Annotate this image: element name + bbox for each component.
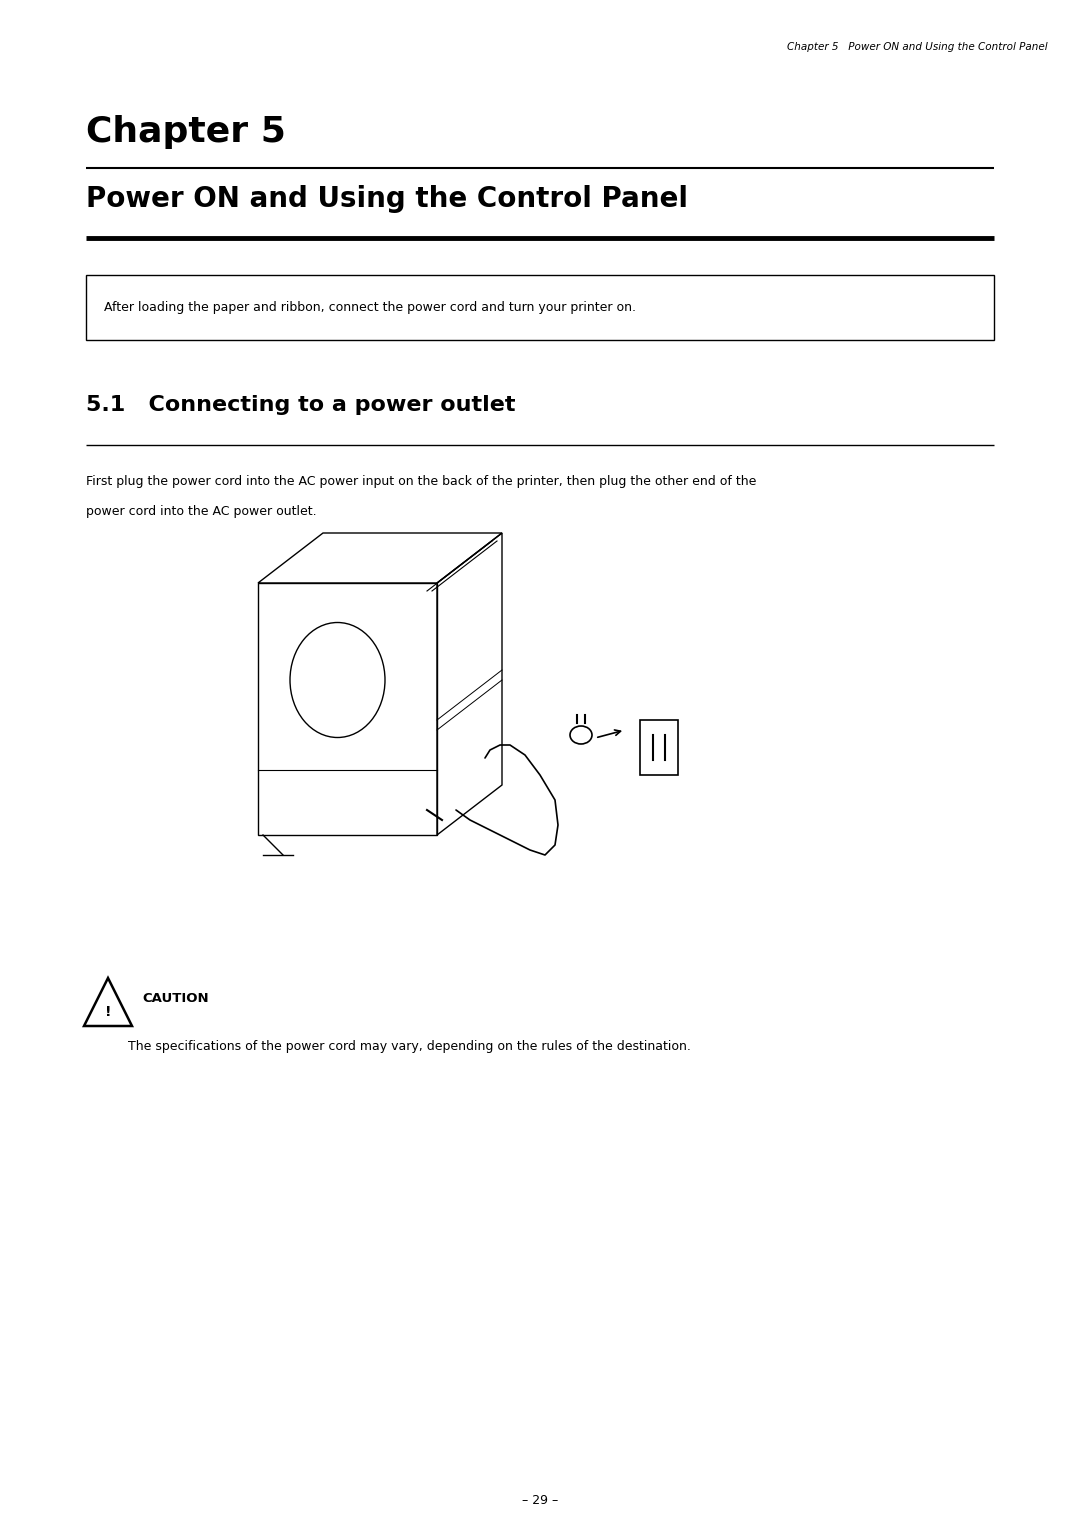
Text: Power ON and Using the Control Panel: Power ON and Using the Control Panel [86, 185, 688, 212]
Text: CAUTION: CAUTION [141, 992, 208, 1004]
FancyBboxPatch shape [86, 275, 994, 341]
Text: Chapter 5   Power ON and Using the Control Panel: Chapter 5 Power ON and Using the Control… [787, 41, 1048, 52]
Text: The specifications of the power cord may vary, depending on the rules of the des: The specifications of the power cord may… [129, 1041, 691, 1053]
Text: 5.1   Connecting to a power outlet: 5.1 Connecting to a power outlet [86, 396, 515, 416]
FancyBboxPatch shape [640, 720, 678, 775]
Text: Chapter 5: Chapter 5 [86, 115, 286, 150]
Text: First plug the power cord into the AC power input on the back of the printer, th: First plug the power cord into the AC po… [86, 475, 756, 487]
Text: After loading the paper and ribbon, connect the power cord and turn your printer: After loading the paper and ribbon, conn… [104, 301, 636, 313]
Text: – 29 –: – 29 – [522, 1493, 558, 1507]
Text: power cord into the AC power outlet.: power cord into the AC power outlet. [86, 504, 316, 518]
Text: !: ! [105, 1005, 111, 1019]
